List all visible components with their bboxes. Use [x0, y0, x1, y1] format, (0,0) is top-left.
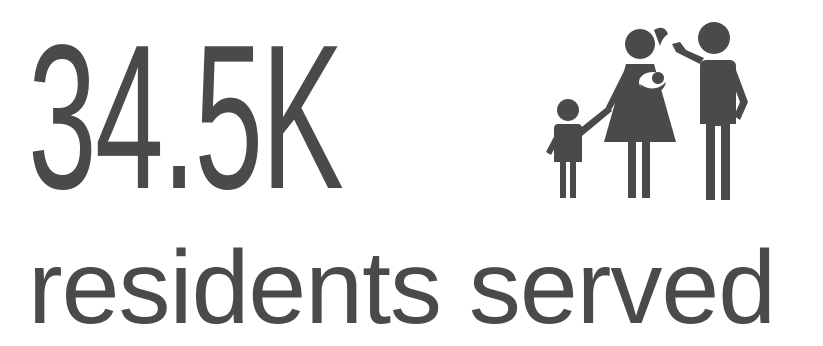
family-icon	[536, 12, 762, 202]
stat-value: 34.5K	[28, 2, 344, 232]
stat-label: residents served	[28, 230, 776, 346]
stat-card: 34.5K residents served	[28, 2, 776, 340]
